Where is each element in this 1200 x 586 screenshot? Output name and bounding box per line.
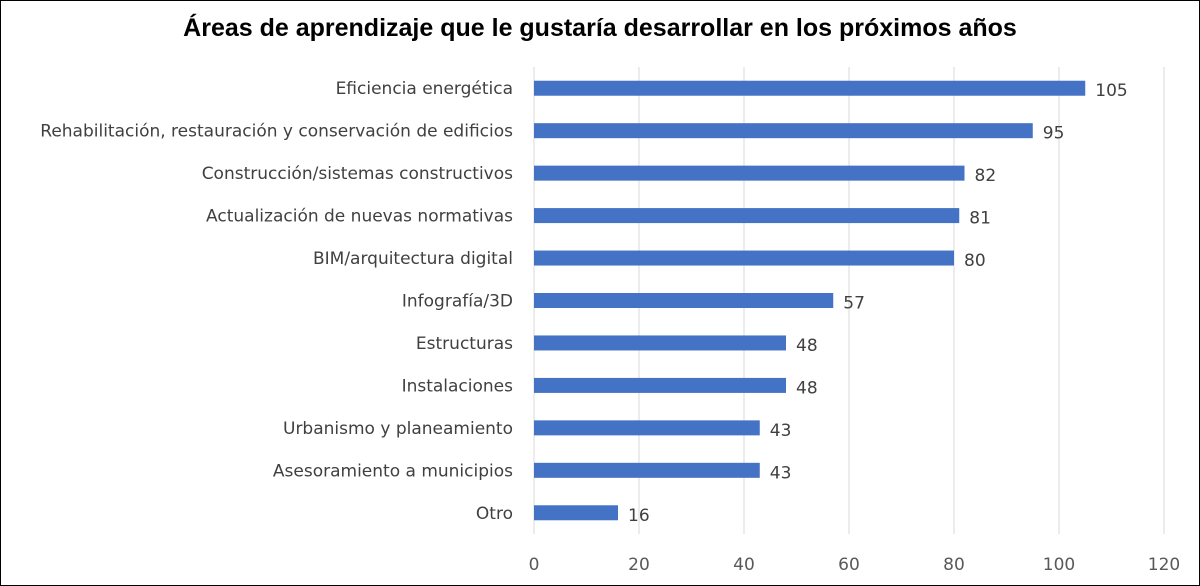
bar — [534, 335, 786, 351]
bar — [534, 293, 834, 308]
data-label: 43 — [770, 421, 792, 441]
bar — [534, 123, 1033, 139]
category-label: Rehabilitación, restauración y conservac… — [40, 122, 513, 142]
chart-title: Áreas de aprendizaje que le gustaría des… — [183, 14, 1017, 42]
bars — [534, 80, 1086, 521]
bar — [534, 165, 965, 181]
data-label: 80 — [964, 251, 986, 271]
bar — [534, 80, 1086, 96]
x-tick-label: 120 — [1148, 555, 1180, 575]
category-label: Instalaciones — [402, 376, 514, 396]
category-label: Otro — [476, 504, 513, 524]
bar — [534, 208, 960, 224]
data-label: 105 — [1095, 81, 1127, 101]
x-tick-label: 20 — [628, 555, 650, 575]
x-tick-label: 60 — [838, 555, 860, 575]
category-label: Eficiencia energética — [336, 79, 513, 99]
category-label: Actualización de nuevas normativas — [206, 207, 513, 227]
data-label: 48 — [796, 336, 818, 356]
category-label: Construcción/sistemas constructivos — [202, 164, 513, 184]
x-tick-label: 0 — [529, 555, 540, 575]
category-label: Asesoramiento a municipios — [273, 461, 513, 481]
bar — [534, 377, 786, 393]
x-tick-label: 40 — [733, 555, 755, 575]
category-label: BIM/arquitectura digital — [313, 249, 513, 269]
category-labels: Eficiencia energética Rehabilitación, res… — [40, 79, 513, 524]
category-label: Infografía/3D — [402, 292, 513, 312]
x-tick-label: 100 — [1043, 555, 1075, 575]
data-label: 48 — [796, 378, 818, 398]
data-label: 43 — [770, 463, 792, 483]
data-label: 95 — [1043, 124, 1065, 144]
bar — [534, 505, 618, 521]
category-label: Estructuras — [416, 334, 513, 354]
value-labels: 105 95 82 81 80 57 48 48 43 43 16 — [628, 81, 1128, 526]
x-tick-label: 80 — [943, 555, 965, 575]
x-tick-labels: 0 20 40 60 80 100 120 — [529, 555, 1181, 575]
bar — [534, 250, 954, 266]
data-label: 57 — [843, 294, 865, 314]
bar — [534, 420, 760, 436]
data-label: 81 — [969, 209, 991, 229]
data-label: 16 — [628, 506, 650, 526]
category-label: Urbanismo y planeamiento — [283, 419, 513, 439]
data-label: 82 — [975, 166, 997, 186]
bar — [534, 462, 760, 478]
